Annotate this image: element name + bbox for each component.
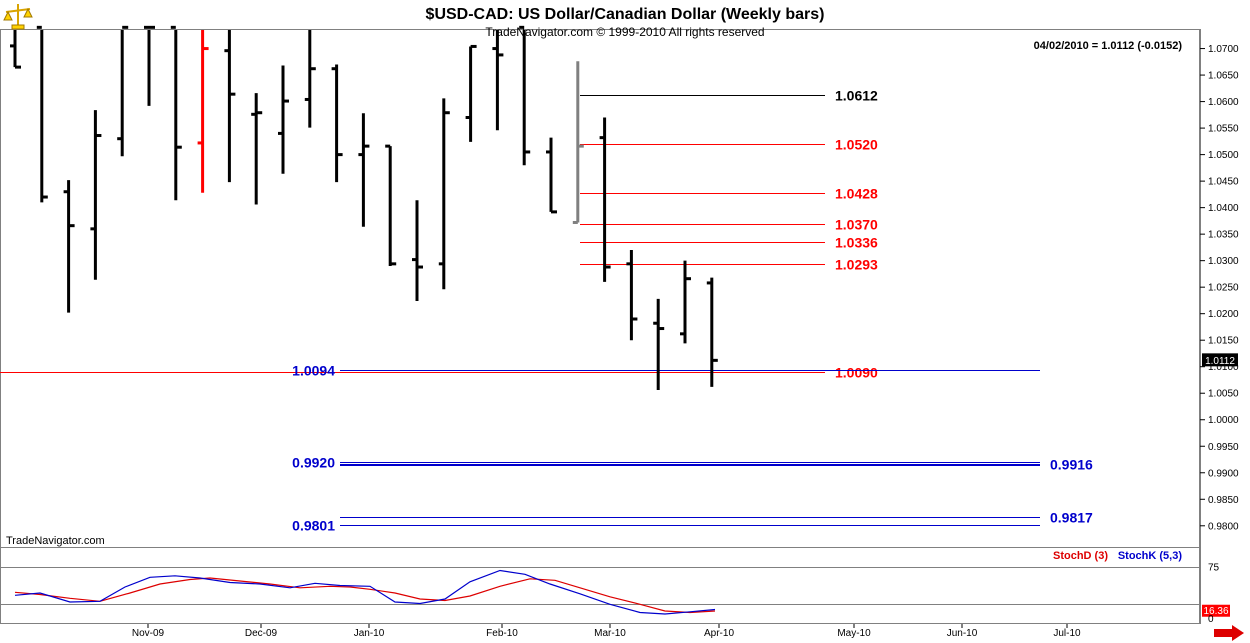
stochastic-value-badge: 16.360 <box>1202 604 1230 625</box>
ohlc-bar <box>63 180 75 313</box>
y-tick-label: 1.0000 <box>1208 415 1239 426</box>
legend-stochk: StochK (5,3) <box>1118 550 1183 562</box>
level-label: 1.0336 <box>835 235 878 251</box>
ohlc-bars <box>10 25 718 391</box>
ohlc-bar <box>197 30 209 193</box>
x-tick-label: Dec-09 <box>245 628 278 639</box>
stoch-y-tick: 75 <box>1208 562 1220 573</box>
x-tick-label: Mar-10 <box>594 628 626 639</box>
stoch-line-k <box>14 569 716 615</box>
stochastic-panel-frame <box>0 547 1200 624</box>
stochastic-series <box>14 569 716 615</box>
ohlc-bar <box>438 98 450 290</box>
ohlc-bar <box>144 25 155 106</box>
x-tick-label: Jul-10 <box>1053 628 1081 639</box>
ohlc-bar <box>170 25 182 201</box>
ohlc-bar <box>251 93 263 205</box>
y-tick-label: 1.0400 <box>1208 203 1239 214</box>
ohlc-bar <box>653 298 665 391</box>
ohlc-bar <box>546 137 557 214</box>
y-tick-label: 0.9950 <box>1208 442 1239 453</box>
ohlc-bar <box>572 61 584 224</box>
chart-title: $USD-CAD: US Dollar/Canadian Dollar (Wee… <box>426 6 825 23</box>
level-label: 1.0090 <box>835 365 878 381</box>
stoch-line-d <box>14 577 716 614</box>
level-label: 1.0370 <box>835 217 878 233</box>
last-bar-info: 04/02/2010 = 1.0112 (-0.0152) <box>1034 40 1183 52</box>
ohlc-bar <box>331 64 343 183</box>
y-tick-label: 1.0050 <box>1208 389 1239 400</box>
stoch-value-label: 16.36 <box>1203 606 1228 617</box>
y-tick-label: 1.0150 <box>1208 336 1239 347</box>
ohlc-bar <box>492 30 504 131</box>
y-tick-label: 0.9800 <box>1208 521 1239 532</box>
level-label: 1.0612 <box>835 88 878 104</box>
price-panel-frame <box>0 29 1200 548</box>
stoch-zero-label: 0 <box>1208 614 1214 625</box>
y-tick-label: 1.0650 <box>1208 71 1239 82</box>
x-tick-label: Jan-10 <box>354 628 385 639</box>
y-tick-label: 1.0700 <box>1208 44 1239 55</box>
legend-stochd: StochD (3) <box>1053 550 1108 562</box>
watermark: TradeNavigator.com <box>6 535 105 547</box>
ohlc-bar <box>519 25 531 166</box>
level-label: 1.0094 <box>292 363 335 379</box>
ohlc-bar <box>680 260 691 344</box>
x-tick-label: Apr-10 <box>704 628 734 639</box>
x-tick-label: Nov-09 <box>132 628 165 639</box>
ohlc-bar <box>90 110 102 280</box>
ohlc-bar <box>304 30 316 128</box>
scroll-right-icon[interactable] <box>1212 625 1244 641</box>
level-label: 1.0520 <box>835 137 878 153</box>
y-tick-label: 1.0550 <box>1208 124 1239 135</box>
chart-subtitle: TradeNavigator.com © 1999-2010 All right… <box>485 25 764 39</box>
ohlc-bar <box>599 117 611 282</box>
ohlc-bar <box>412 200 423 301</box>
level-label: 1.0428 <box>835 186 878 202</box>
fibonacci-levels: 1.0612 1.0520 1.0428 1.0370 1.0336 1.0293 1.00… <box>0 88 1093 534</box>
ohlc-bar <box>706 277 718 387</box>
ohlc-bar <box>278 65 289 174</box>
y-tick-label: 1.0500 <box>1208 150 1239 161</box>
ohlc-bar <box>117 25 129 157</box>
ohlc-bar <box>224 30 236 183</box>
y-tick-label: 0.9900 <box>1208 468 1239 479</box>
ohlc-bar <box>626 250 638 341</box>
level-label: 0.9916 <box>1050 457 1093 473</box>
y-tick-label: 1.0100 <box>1208 362 1239 373</box>
x-tick-label: Feb-10 <box>486 628 518 639</box>
last-price-badge: 1.0112 <box>1202 353 1238 367</box>
y-tick-label: 1.0600 <box>1208 97 1239 108</box>
level-label: 1.0293 <box>835 257 878 273</box>
price-axis: 1.0700 1.0650 1.0600 1.0550 1.0500 1.0450 1.04… <box>1200 44 1239 532</box>
y-tick-label: 1.0450 <box>1208 177 1239 188</box>
y-tick-label: 0.9850 <box>1208 495 1239 506</box>
x-tick-label: May-10 <box>837 628 871 639</box>
level-label: 0.9817 <box>1050 510 1093 526</box>
y-tick-label: 1.0250 <box>1208 283 1239 294</box>
y-tick-label: 1.0200 <box>1208 309 1239 320</box>
y-tick-label: 1.0350 <box>1208 230 1239 241</box>
x-tick-label: Jun-10 <box>947 628 978 639</box>
ohlc-bar <box>36 25 48 203</box>
y-tick-label: 1.0300 <box>1208 256 1239 267</box>
level-label: 0.9920 <box>292 455 335 471</box>
stochastic-reference-lines: 75 <box>0 562 1220 605</box>
ohlc-bar <box>385 144 397 266</box>
last-price-label: 1.0112 <box>1205 356 1235 367</box>
level-label: 0.9801 <box>292 518 335 534</box>
scale-logo-icon <box>3 4 33 30</box>
time-axis: Nov-09 Dec-09 Jan-10 Feb-10 Mar-10 Apr-10 May-… <box>132 624 1081 639</box>
ohlc-bar <box>465 44 477 142</box>
ohlc-bar <box>10 30 21 69</box>
ohlc-bar <box>358 113 370 227</box>
